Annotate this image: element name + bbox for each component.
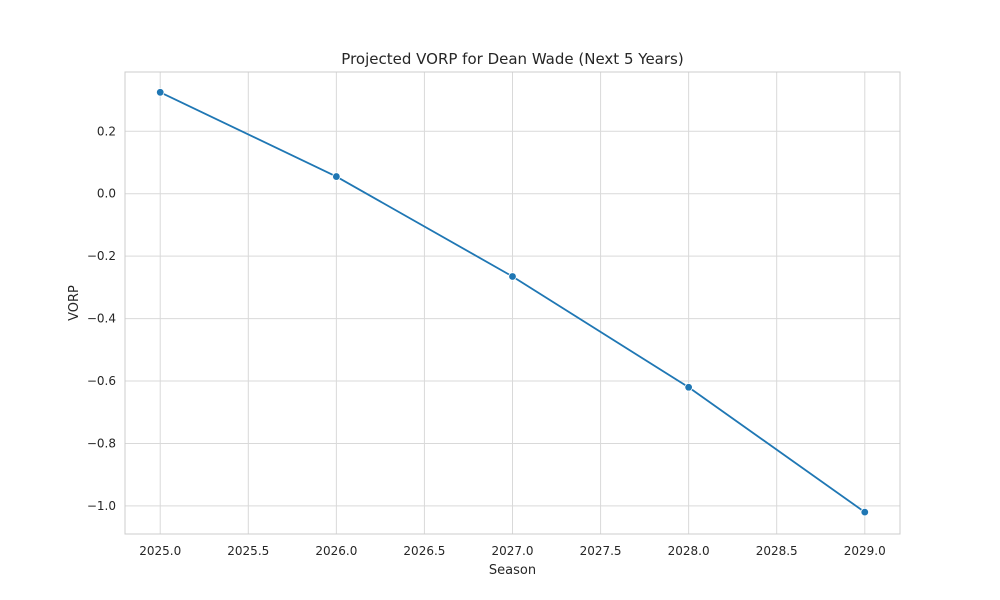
y-tick-labels: 0.2 0.0 −0.2 −0.4 −0.6 −0.8 −1.0 — [87, 124, 116, 513]
x-tick-label: 2025.5 — [227, 544, 269, 558]
data-point — [156, 88, 165, 97]
plot-frame — [124, 71, 901, 535]
x-tick-label: 2026.5 — [403, 544, 445, 558]
y-tick-label: −0.8 — [87, 436, 116, 450]
x-tick-label: 2027.5 — [580, 544, 622, 558]
x-tick-label: 2028.0 — [668, 544, 710, 558]
series-layer — [156, 88, 869, 517]
x-tick-label: 2027.0 — [492, 544, 534, 558]
chart-title: Projected VORP for Dean Wade (Next 5 Yea… — [341, 50, 683, 68]
data-point — [508, 272, 517, 281]
x-gridlines — [159, 72, 866, 534]
y-tick-label: 0.0 — [97, 187, 116, 201]
data-point — [860, 507, 869, 517]
x-tick-labels: 2025.0 2025.5 2026.0 2026.5 2027.0 2027.5 2028… — [139, 544, 886, 558]
y-tick-label: −0.2 — [87, 249, 116, 263]
y-tick-label: 0.2 — [97, 124, 116, 138]
x-tick-label: 2028.5 — [756, 544, 798, 558]
data-point — [684, 383, 693, 392]
y-axis-label: VORP — [67, 285, 82, 321]
y-tick-label: −0.4 — [87, 312, 116, 326]
x-tick-label: 2029.0 — [844, 544, 886, 558]
data-point — [332, 172, 341, 181]
y-tick-label: −1.0 — [87, 499, 116, 513]
y-gridlines — [125, 130, 900, 507]
x-axis-label: Season — [489, 563, 536, 578]
y-tick-label: −0.6 — [87, 374, 116, 388]
x-tick-label: 2026.0 — [315, 544, 357, 558]
x-tick-label: 2025.0 — [139, 544, 181, 558]
